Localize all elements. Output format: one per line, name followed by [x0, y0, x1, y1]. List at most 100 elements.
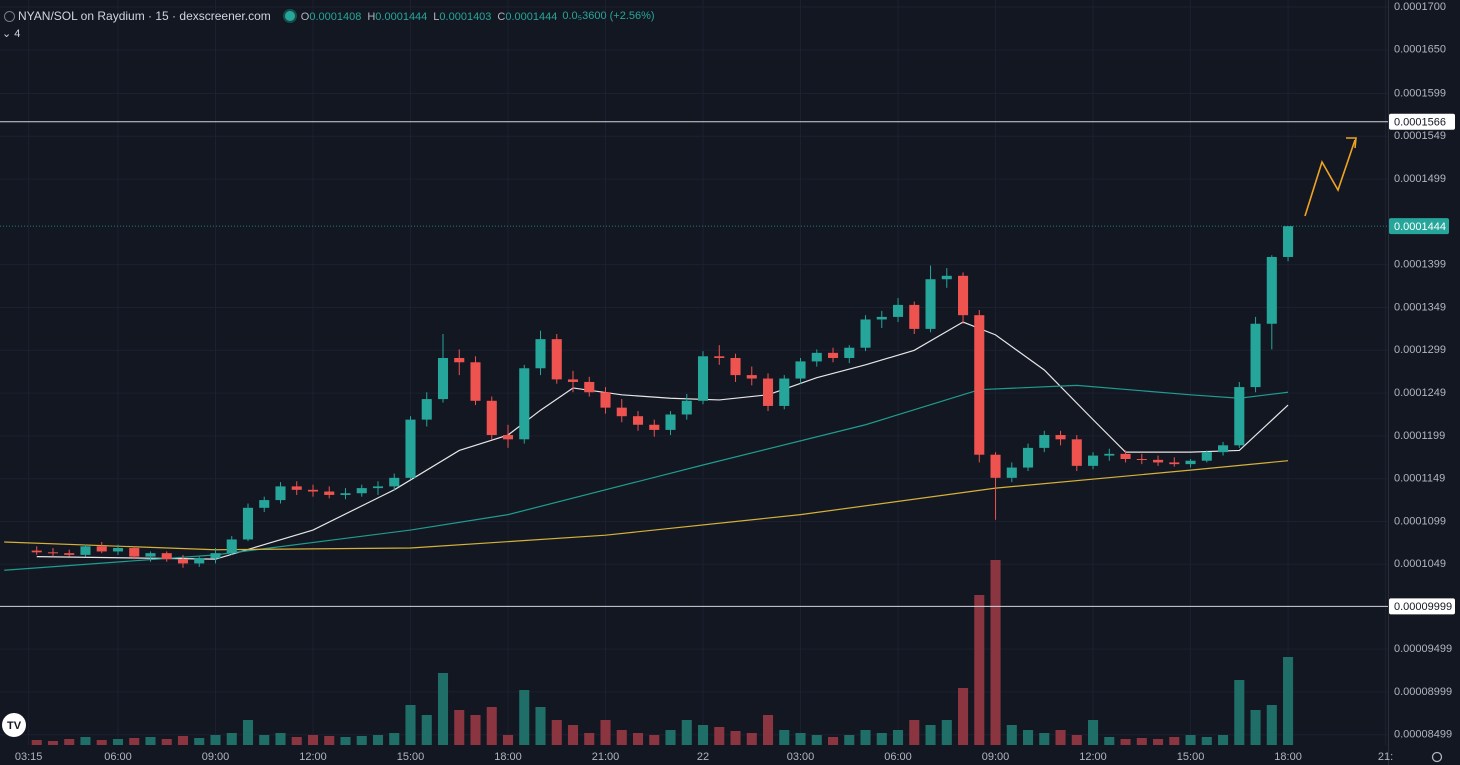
y-tick-label: 0.0001099 — [1394, 515, 1446, 527]
candle-body — [161, 553, 172, 560]
candle-body — [1071, 439, 1082, 466]
candle-body — [1039, 435, 1050, 448]
volume-bar — [437, 673, 449, 745]
candle-body — [1104, 453, 1115, 456]
candle-body — [372, 486, 384, 489]
candle-body — [242, 507, 254, 540]
hline-label: 0.0001566 — [1394, 117, 1446, 129]
volume-bar — [1055, 730, 1066, 745]
volume-bar — [291, 737, 302, 745]
y-tick-label: 0.0001499 — [1394, 173, 1446, 185]
candle-body — [827, 352, 839, 358]
y-tick-label: 0.0001599 — [1394, 87, 1446, 99]
volume-bar — [1201, 737, 1212, 745]
candle-body — [990, 454, 1001, 478]
candle-body — [1201, 452, 1212, 461]
y-tick-label: 0.0001049 — [1394, 558, 1446, 570]
candle-body — [974, 315, 985, 455]
volume-bar — [957, 688, 969, 745]
candle-body — [47, 552, 59, 554]
arrow-annotation — [1304, 139, 1356, 217]
volume-bar — [1266, 705, 1277, 745]
candle-body — [925, 279, 936, 329]
volume-bar — [925, 725, 936, 745]
candle-body — [340, 493, 351, 495]
y-tick-label: 0.0001399 — [1394, 259, 1446, 271]
candle-body — [1006, 467, 1017, 478]
x-tick-label: 12:00 — [1079, 751, 1107, 763]
candle-body — [486, 400, 497, 436]
volume-bar — [860, 730, 871, 745]
candle-body — [1153, 459, 1164, 463]
volume-bar — [1234, 680, 1245, 745]
settings-icon[interactable] — [1431, 751, 1443, 763]
candle-body — [210, 553, 221, 559]
candle-body — [177, 559, 189, 564]
candle-body — [567, 379, 579, 382]
candle-body — [632, 416, 644, 425]
volume-bar — [665, 730, 676, 745]
candle-body — [1218, 445, 1229, 453]
volume-bar — [730, 731, 741, 745]
ohlc-value: 0.0001444 — [505, 11, 558, 23]
candle-body — [502, 435, 514, 440]
indicators-toggle[interactable]: ⌄ 4 — [2, 28, 21, 40]
volume-bar — [372, 735, 384, 745]
candle-body — [226, 539, 237, 554]
price-label-box — [1389, 598, 1455, 615]
y-tick-label: 0.00008999 — [1394, 686, 1452, 698]
volume-bar — [210, 735, 221, 745]
candle-body — [909, 304, 920, 329]
y-tick-label: 0.00008499 — [1394, 729, 1452, 741]
volume-bar — [746, 733, 757, 745]
volume-bar — [551, 720, 562, 745]
volume-bar — [1104, 737, 1115, 745]
y-tick-label: 0.0001700 — [1394, 1, 1446, 13]
candle-body — [616, 407, 627, 417]
volume-bar — [1169, 737, 1180, 745]
volume-bar — [1071, 735, 1082, 745]
volume-bar — [47, 741, 59, 745]
volume-bar — [1023, 730, 1034, 745]
candle-body — [470, 362, 481, 401]
volume-bar — [275, 733, 286, 745]
volume-bar — [567, 725, 579, 745]
candle-body — [275, 486, 286, 501]
volume-bar — [194, 738, 205, 745]
volume-bar — [600, 720, 611, 745]
x-tick-label: 15:00 — [397, 751, 425, 763]
x-tick-label: 18:00 — [1274, 751, 1302, 763]
y-tick-label: 0.0001349 — [1394, 301, 1446, 313]
volume-bar — [64, 739, 75, 745]
volume-bar — [96, 740, 107, 745]
candle-body — [1185, 460, 1196, 465]
candle-body — [844, 347, 855, 358]
volume-bar — [1283, 657, 1294, 745]
svg-text:TV: TV — [7, 720, 22, 732]
volume-bar — [1120, 739, 1131, 745]
volume-bar — [307, 735, 319, 745]
candle-body — [421, 399, 432, 420]
volume-bar — [242, 720, 254, 745]
ohlc-value: 0.0001408 — [309, 11, 362, 23]
candle-body — [64, 553, 75, 555]
candle-body — [356, 488, 367, 494]
candle-body — [681, 400, 692, 415]
candle-body — [31, 550, 42, 553]
ohlc-key: C — [497, 11, 506, 23]
x-tick-label: 09:00 — [202, 751, 230, 763]
volume-bar — [1218, 735, 1229, 745]
volume-bar — [909, 720, 920, 745]
candle-body — [957, 275, 969, 316]
candle-body — [96, 546, 107, 552]
ohlc-key: O — [300, 11, 310, 23]
volume-bar — [632, 733, 644, 745]
x-tick-label: 18:00 — [494, 751, 522, 763]
volume-bar — [990, 560, 1001, 745]
y-tick-label: 0.0001249 — [1394, 387, 1446, 399]
volume-bar — [226, 733, 237, 745]
volume-bar — [649, 735, 660, 745]
